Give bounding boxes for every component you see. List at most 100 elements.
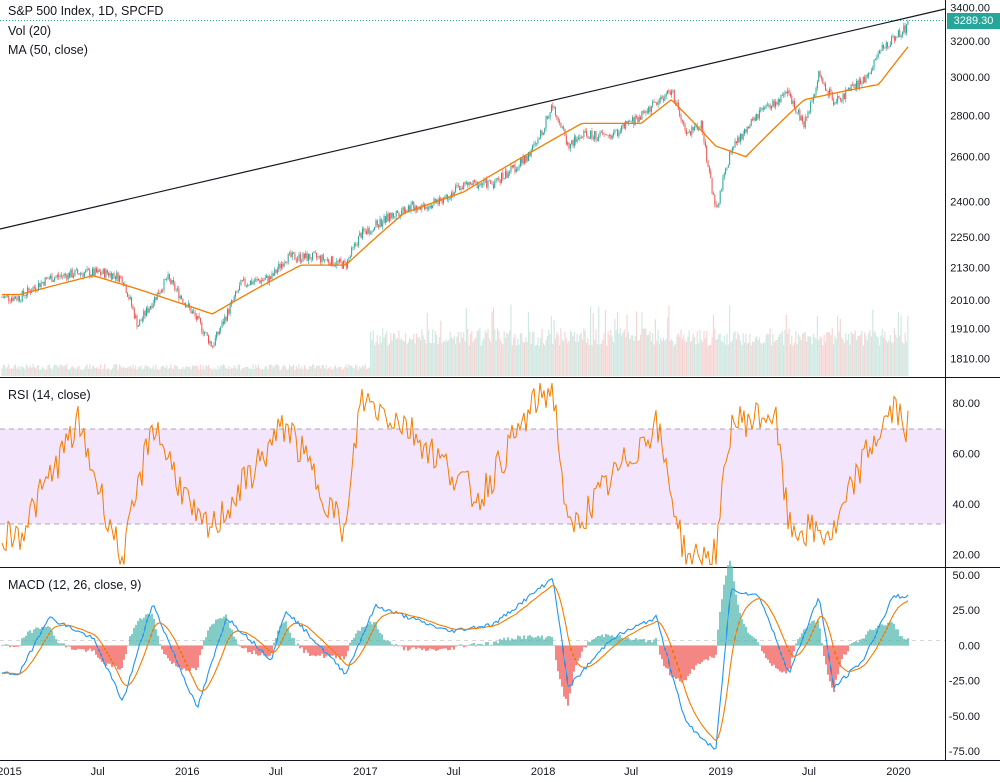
- candle-body: [139, 320, 141, 326]
- histogram-bar: [157, 635, 159, 646]
- candle-body: [123, 282, 124, 286]
- rsi-tick-label: 20.00: [952, 549, 980, 561]
- price-tick-label: 2250.00: [950, 232, 990, 244]
- candle-body: [812, 96, 814, 102]
- candle-body: [783, 94, 785, 96]
- rsi-label: RSI (14, close): [8, 388, 91, 402]
- volume-bar: [452, 338, 454, 376]
- histogram-bar: [805, 628, 807, 646]
- volume-bar: [645, 328, 647, 376]
- candle-body: [194, 312, 196, 316]
- candle-body: [649, 107, 651, 112]
- volume-bar: [753, 342, 755, 376]
- candle-body: [849, 87, 851, 91]
- volume-bar: [270, 364, 272, 376]
- candle-body: [156, 292, 158, 300]
- volume-bar: [587, 338, 589, 376]
- histogram-bar: [497, 643, 499, 646]
- volume-bar: [35, 368, 37, 376]
- candle-body: [441, 200, 443, 204]
- volume-bar: [260, 369, 262, 376]
- volume-bar: [698, 343, 700, 376]
- volume-bar: [727, 344, 729, 376]
- histogram-bar: [317, 645, 319, 656]
- candle-body: [494, 182, 496, 189]
- volume-bar: [603, 332, 605, 376]
- candle-body: [449, 197, 451, 199]
- volume-bar: [60, 365, 62, 376]
- candle-body: [243, 278, 245, 281]
- volume-bar: [536, 344, 538, 376]
- histogram-bar: [451, 645, 453, 648]
- candle-body: [745, 129, 747, 133]
- histogram-bar: [109, 645, 111, 664]
- candle-body: [182, 298, 184, 303]
- volume-bar: [854, 330, 856, 376]
- candle-body: [402, 207, 404, 211]
- histogram-bar: [699, 645, 701, 664]
- volume-bar: [139, 367, 141, 376]
- volume-bar: [442, 341, 445, 376]
- candle-body: [329, 262, 331, 266]
- volume-bar: [54, 364, 56, 376]
- trendline[interactable]: [0, 8, 946, 230]
- candle-body: [141, 318, 143, 321]
- candle-body: [154, 297, 156, 304]
- volume-bar: [282, 366, 284, 376]
- volume-bar: [241, 368, 243, 376]
- macd-line: [1, 577, 909, 750]
- volume-bar: [85, 366, 87, 376]
- candle-body: [546, 116, 548, 119]
- volume-bar: [303, 365, 305, 376]
- histogram-bar: [551, 637, 553, 646]
- candle-body: [579, 137, 581, 139]
- histogram-bar: [219, 618, 221, 646]
- volume-bar: [702, 341, 704, 376]
- candle-body: [673, 90, 675, 103]
- price-tick-label: 2600.00: [950, 152, 990, 164]
- histogram-bar: [235, 639, 237, 646]
- candle-body: [555, 107, 556, 116]
- candle-body: [113, 273, 115, 276]
- volume-bar: [868, 333, 870, 376]
- volume-bar: [878, 345, 881, 376]
- histogram-bar: [581, 645, 583, 652]
- volume-bar: [87, 368, 89, 376]
- histogram-bar: [639, 639, 641, 646]
- candle-body: [779, 99, 781, 103]
- volume-bar: [575, 341, 577, 376]
- volume-bar: [116, 364, 118, 376]
- histogram-bar: [697, 645, 699, 664]
- volume-bar: [756, 335, 758, 376]
- histogram-bar: [731, 566, 733, 646]
- histogram-bar: [867, 631, 869, 646]
- candle-body: [807, 111, 809, 118]
- histogram-bar: [593, 638, 595, 646]
- candle-body: [738, 137, 740, 142]
- volume-bar: [5, 368, 7, 376]
- volume-bar: [568, 340, 570, 376]
- volume-bar: [430, 343, 432, 376]
- histogram-bar: [111, 645, 113, 667]
- volume-bar: [834, 335, 836, 376]
- candle-body: [237, 290, 239, 292]
- candle-body: [630, 120, 632, 122]
- histogram-bar: [223, 616, 225, 646]
- candle-body: [683, 121, 685, 125]
- histogram-bar: [521, 638, 523, 646]
- volume-bar: [685, 342, 688, 376]
- volume-bar: [51, 369, 53, 376]
- candle-body: [633, 117, 635, 125]
- candle-body: [808, 111, 810, 113]
- candle-body: [302, 253, 304, 261]
- volume-bar: [792, 345, 794, 376]
- histogram-bar: [833, 645, 835, 693]
- volume-bar: [252, 364, 254, 376]
- price-tick-label: 3000.00: [950, 72, 990, 84]
- volume-bar: [39, 369, 41, 376]
- candle-body: [710, 171, 712, 179]
- candle-body: [563, 127, 565, 129]
- histogram-bar: [839, 645, 841, 667]
- candle-body: [190, 307, 192, 314]
